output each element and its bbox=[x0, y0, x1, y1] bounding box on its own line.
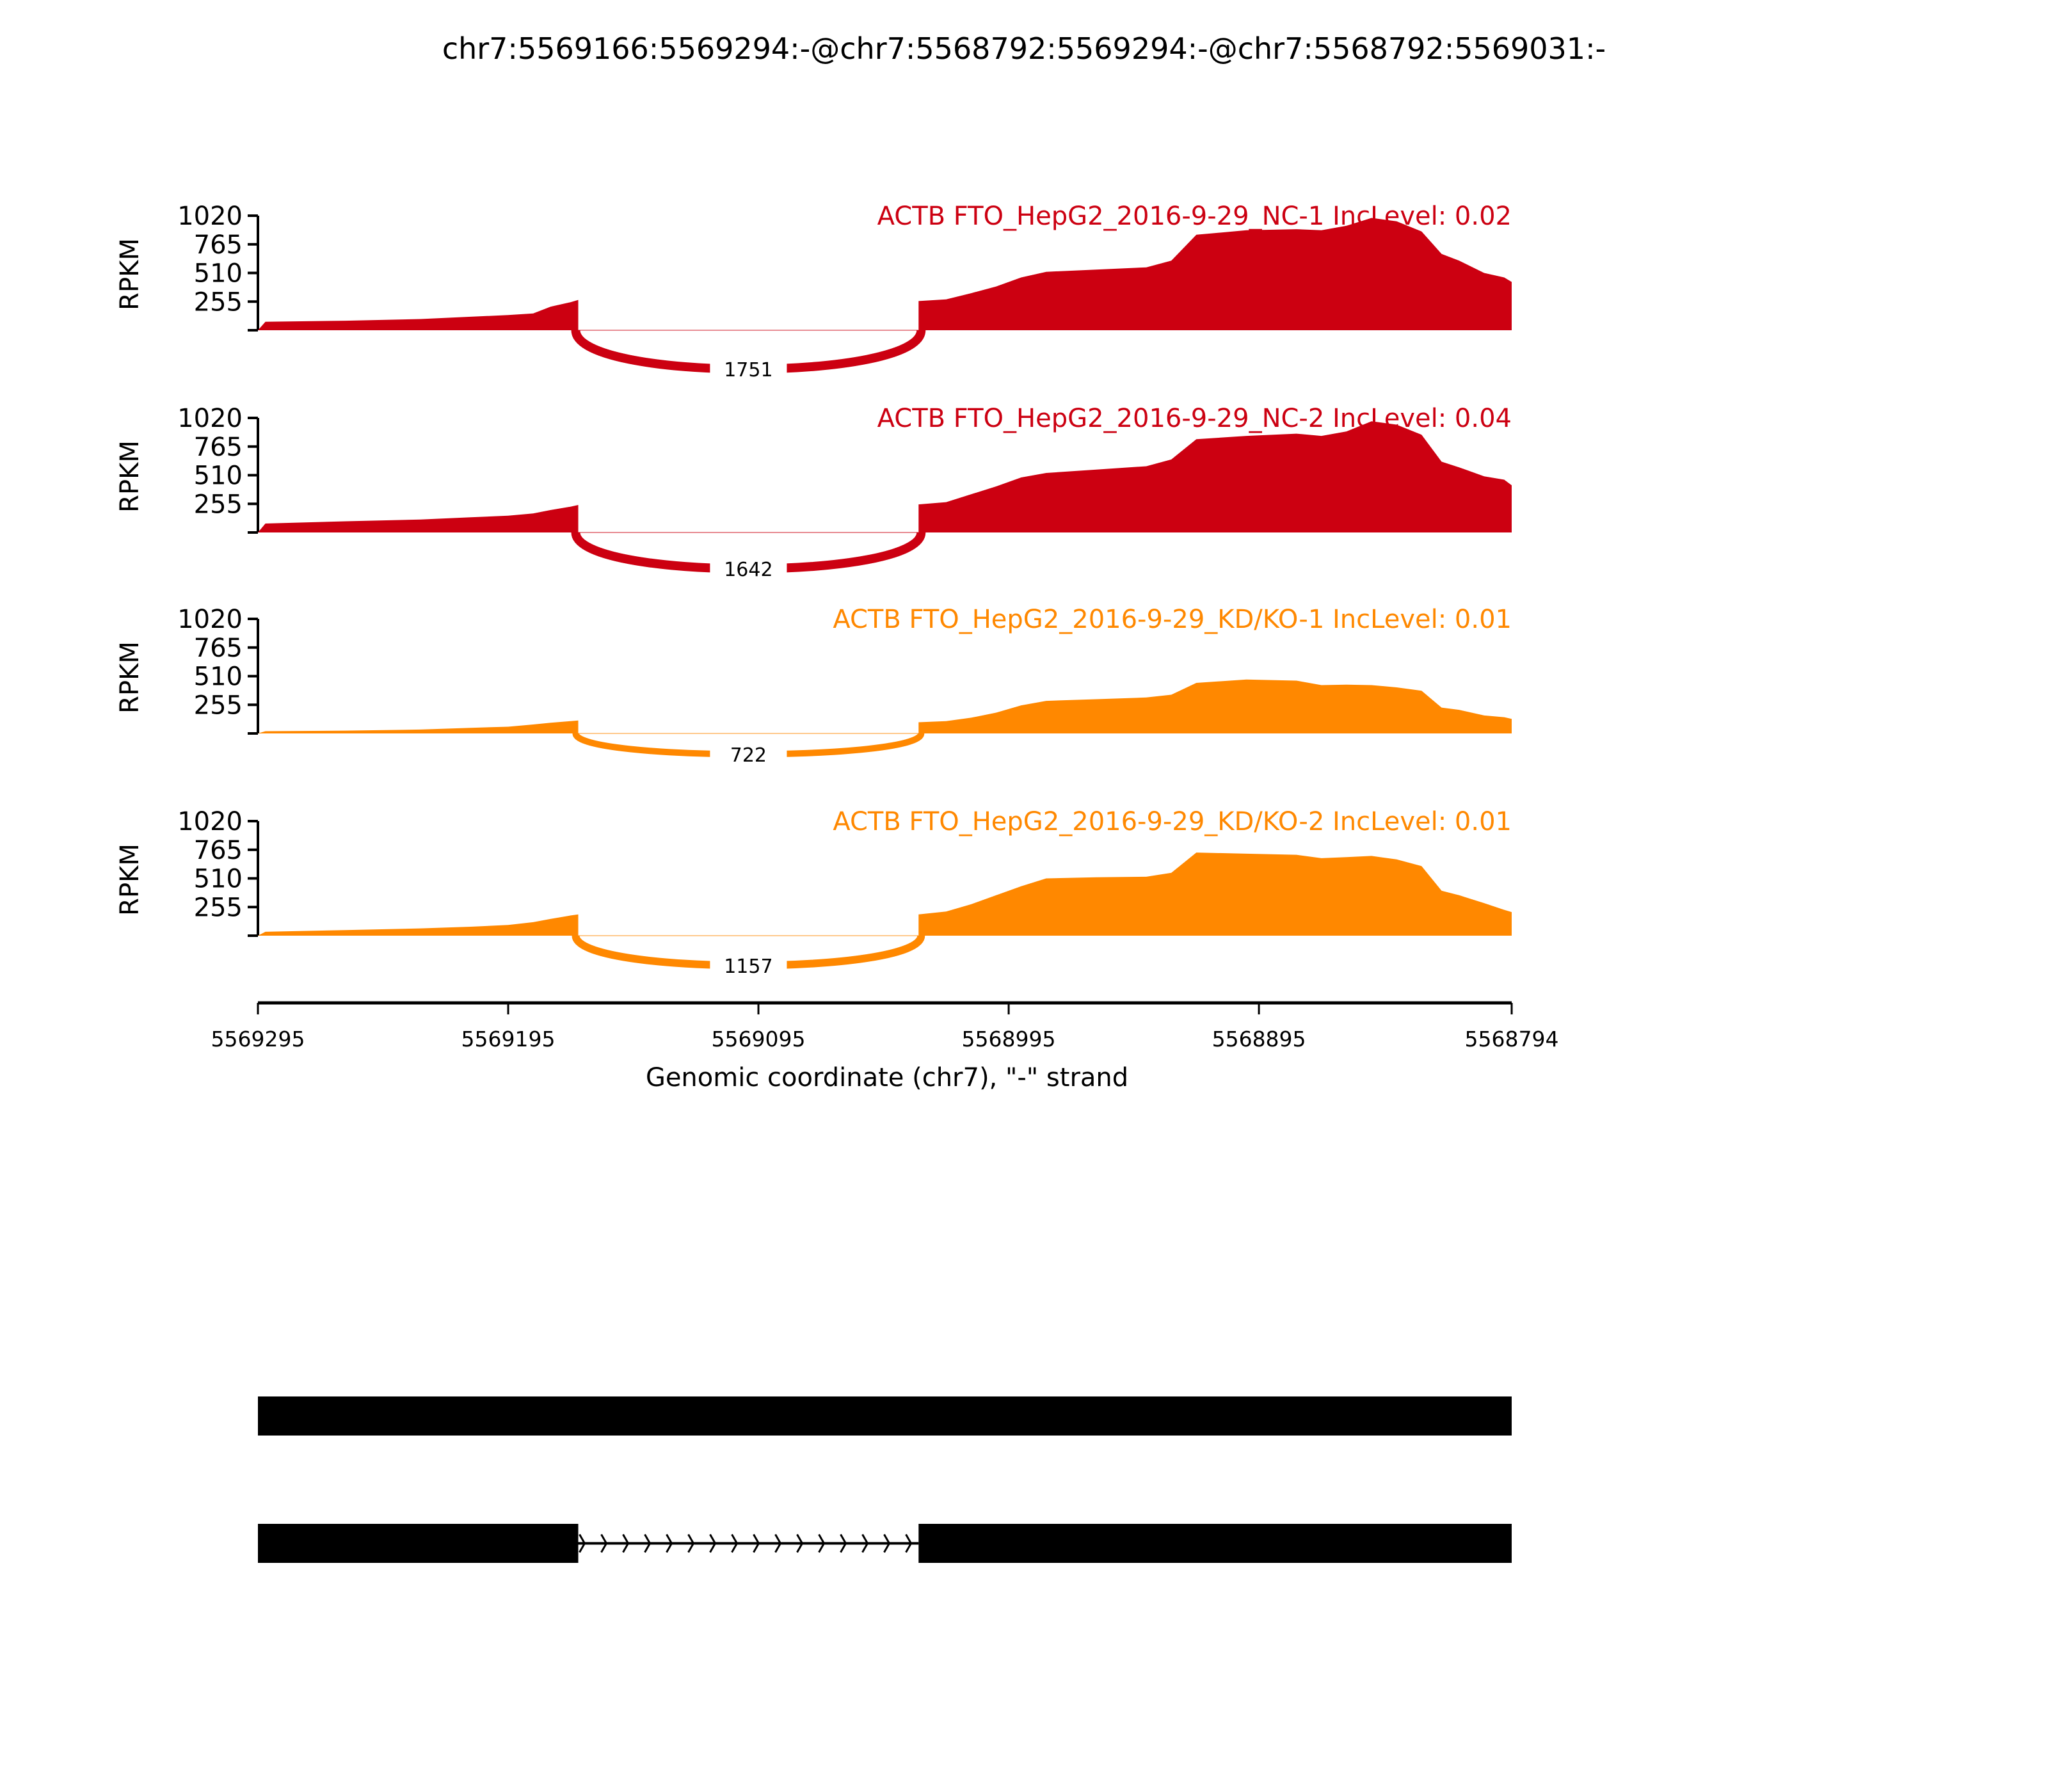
y-axis-label: RPKM bbox=[115, 238, 145, 310]
y-tick-label: 510 bbox=[194, 662, 243, 692]
strand-chevron-icon bbox=[840, 1533, 847, 1553]
y-tick-label: 765 bbox=[194, 230, 243, 260]
y-tick-label: 510 bbox=[194, 865, 243, 894]
y-tick-label: 255 bbox=[194, 893, 243, 922]
junction-count-label: 1751 bbox=[724, 359, 772, 381]
strand-chevron-icon bbox=[731, 1533, 739, 1553]
junction-count-label: 1642 bbox=[724, 559, 772, 581]
strand-chevron-icon bbox=[796, 1533, 804, 1553]
gene-model-group bbox=[258, 1396, 1512, 1563]
gene-model-isoform-skipping bbox=[258, 1524, 1512, 1563]
coverage-area-exon1 bbox=[258, 720, 579, 733]
y-axis-label: RPKM bbox=[115, 641, 145, 714]
y-tick-label: 765 bbox=[194, 836, 243, 865]
exon-block bbox=[918, 1524, 1512, 1563]
strand-chevron-icon bbox=[709, 1533, 717, 1553]
y-axis-label: RPKM bbox=[115, 440, 145, 513]
y-tick-label: 255 bbox=[194, 287, 243, 317]
y-tick-label: 510 bbox=[194, 259, 243, 289]
y-tick-label: 1020 bbox=[177, 404, 243, 433]
x-tick-label: 5569095 bbox=[712, 1027, 806, 1052]
x-tick-label: 5569295 bbox=[211, 1027, 305, 1052]
coverage-area-exon1 bbox=[258, 505, 579, 532]
coverage-area-exon1 bbox=[258, 914, 579, 936]
exon-block bbox=[258, 1396, 1512, 1436]
x-tick-label: 5568794 bbox=[1465, 1027, 1559, 1052]
strand-chevron-icon bbox=[579, 1533, 586, 1553]
coverage-area-exon2 bbox=[918, 679, 1512, 733]
y-tick-label: 1020 bbox=[177, 605, 243, 634]
figure-title: chr7:5569166:5569294:-@chr7:5568792:5569… bbox=[442, 31, 1606, 66]
y-tick-label: 765 bbox=[194, 433, 243, 462]
strand-chevron-icon bbox=[905, 1533, 913, 1553]
junction-count-label: 1157 bbox=[724, 956, 772, 978]
strand-chevron-icon bbox=[666, 1533, 673, 1553]
strand-chevron-icon bbox=[622, 1533, 630, 1553]
strand-chevron-icon bbox=[644, 1533, 652, 1553]
y-tick-label: 765 bbox=[194, 634, 243, 663]
strand-chevron-icon bbox=[818, 1533, 826, 1553]
junction-label-bg bbox=[710, 951, 787, 977]
y-tick-label: 1020 bbox=[177, 202, 243, 231]
x-axis-label: Genomic coordinate (chr7), "-" strand bbox=[646, 1063, 1128, 1092]
coverage-area-exon2 bbox=[918, 852, 1512, 936]
coverage-area-exon1 bbox=[258, 300, 579, 330]
junction-label-bg bbox=[710, 554, 787, 580]
x-tick-label: 5568895 bbox=[1212, 1027, 1306, 1052]
y-tick-label: 1020 bbox=[177, 807, 243, 836]
junction-label-bg bbox=[710, 355, 787, 380]
strand-chevron-icon bbox=[861, 1533, 869, 1553]
junction-count-label: 722 bbox=[730, 744, 767, 767]
junction-label-bg bbox=[710, 740, 787, 765]
y-axis-label: RPKM bbox=[115, 844, 145, 916]
track-title: ACTB FTO_HepG2_2016-9-29_KD/KO-2 IncLeve… bbox=[833, 807, 1512, 836]
y-tick-label: 255 bbox=[194, 490, 243, 519]
track-title: ACTB FTO_HepG2_2016-9-29_NC-1 IncLevel: … bbox=[877, 202, 1512, 231]
exon-block bbox=[258, 1524, 579, 1563]
y-tick-label: 510 bbox=[194, 461, 243, 491]
coverage-area-exon2 bbox=[918, 218, 1512, 330]
strand-chevron-icon bbox=[600, 1533, 608, 1553]
x-axis: 5569295 5569195 5569095 5568995 5568895 55687… bbox=[211, 1001, 1559, 1052]
gene-model-isoform-inclusion bbox=[258, 1396, 1512, 1436]
y-tick-label: 255 bbox=[194, 691, 243, 720]
coverage-area-exon2 bbox=[918, 421, 1512, 532]
track-title: ACTB FTO_HepG2_2016-9-29_KD/KO-1 IncLeve… bbox=[833, 605, 1512, 634]
x-tick-label: 5568995 bbox=[962, 1027, 1056, 1052]
strand-chevron-icon bbox=[883, 1533, 891, 1553]
strand-chevron-icon bbox=[687, 1533, 695, 1553]
strand-chevron-icon bbox=[753, 1533, 760, 1553]
track-title: ACTB FTO_HepG2_2016-9-29_NC-2 IncLevel: … bbox=[877, 404, 1512, 433]
strand-chevron-icon bbox=[774, 1533, 782, 1553]
x-tick-label: 5569195 bbox=[461, 1027, 556, 1052]
